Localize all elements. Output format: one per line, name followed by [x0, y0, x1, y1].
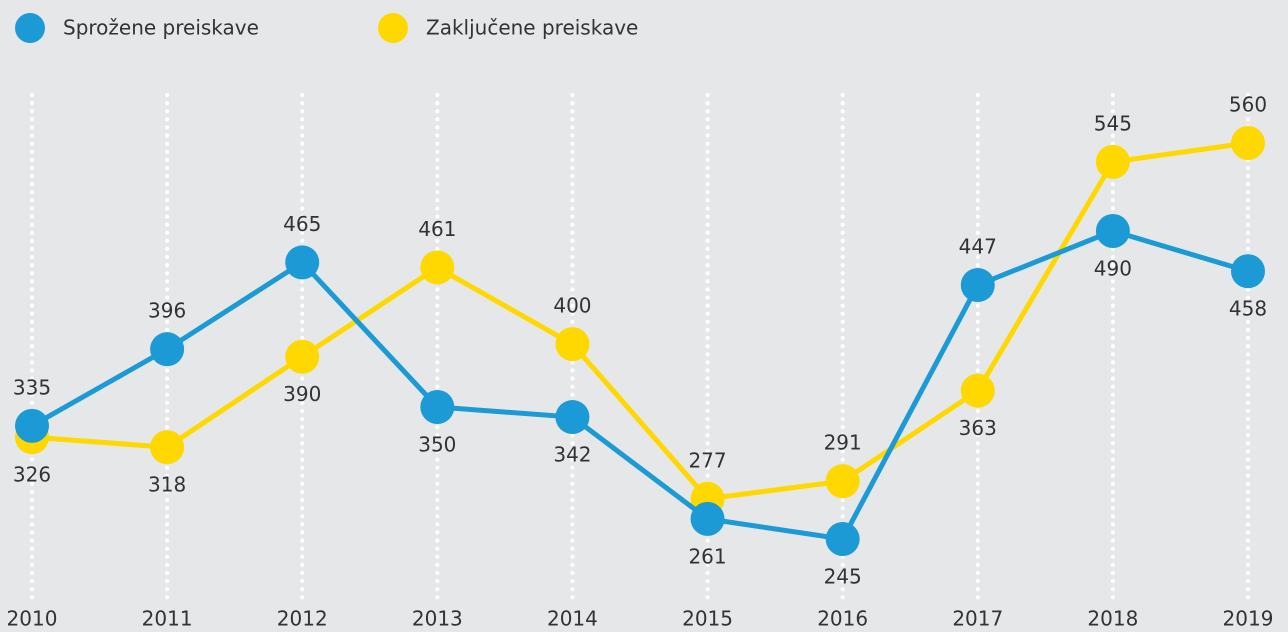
value-label: 291: [824, 431, 862, 455]
x-tick-label: 2016: [817, 607, 868, 631]
x-tick-label: 2010: [7, 607, 58, 631]
value-label: 490: [1094, 257, 1132, 281]
value-label: 560: [1229, 93, 1267, 117]
data-point: [690, 501, 725, 536]
data-point: [960, 268, 995, 303]
x-tick-label: 2019: [1223, 607, 1274, 631]
legend-swatch: [378, 13, 408, 43]
value-label: 458: [1229, 297, 1267, 321]
data-point: [15, 408, 49, 443]
data-point: [825, 522, 860, 556]
x-tick-label: 2013: [412, 607, 463, 631]
x-tick-label: 2014: [547, 607, 598, 631]
data-point: [1231, 126, 1265, 160]
data-point: [150, 430, 185, 465]
value-label: 390: [283, 382, 321, 406]
value-label: 465: [283, 212, 321, 236]
value-label: 342: [553, 443, 591, 467]
data-point: [285, 339, 320, 374]
x-tick-label: 2011: [142, 607, 193, 631]
x-tick-label: 2015: [682, 607, 733, 631]
data-point: [420, 390, 455, 424]
value-label: 261: [688, 544, 726, 568]
value-label: 363: [959, 416, 997, 440]
data-point: [1095, 214, 1130, 248]
data-point: [555, 400, 590, 435]
data-point: [555, 327, 590, 362]
data-point: [825, 464, 860, 499]
x-tick-label: 2018: [1087, 607, 1138, 631]
series-line: [30, 228, 1249, 542]
legend-swatch: [15, 13, 45, 43]
data-point: [150, 332, 185, 367]
x-tick-label: 2017: [952, 607, 1003, 631]
value-label: 396: [148, 299, 186, 323]
value-label: 400: [553, 294, 591, 318]
value-label: 245: [824, 565, 862, 589]
value-label: 350: [418, 433, 456, 457]
value-label: 318: [148, 473, 186, 497]
series-line: [31, 140, 1249, 502]
value-label: 277: [688, 448, 726, 472]
data-point: [1231, 254, 1265, 289]
data-point: [285, 245, 320, 280]
x-tick-label: 2012: [277, 607, 328, 631]
data-point: [1095, 144, 1130, 179]
legend-label: Sprožene preiskave: [63, 16, 259, 40]
value-label: 447: [959, 235, 997, 259]
value-label: 461: [418, 217, 456, 241]
data-point: [420, 250, 455, 285]
value-label: 335: [13, 375, 51, 399]
data-point: [960, 373, 995, 408]
value-label: 326: [13, 463, 51, 487]
legend-label: Zaključene preiskave: [426, 16, 638, 40]
value-label: 545: [1094, 111, 1132, 135]
